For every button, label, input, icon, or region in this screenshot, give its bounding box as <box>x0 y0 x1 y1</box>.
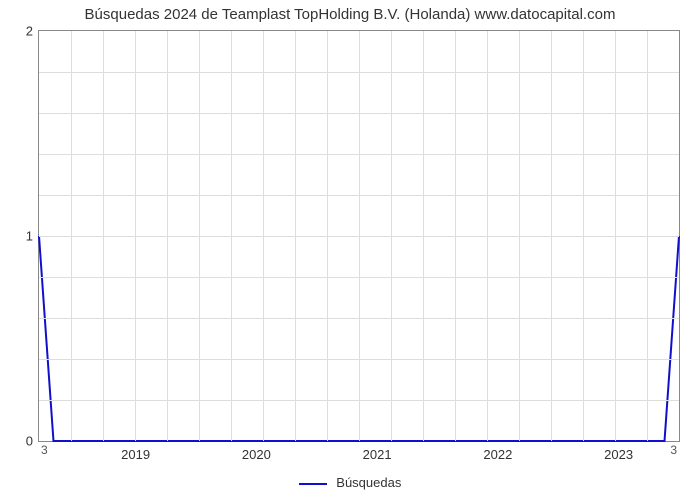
gridline-v <box>295 31 296 441</box>
legend: Búsquedas <box>0 475 700 490</box>
gridline-v <box>583 31 584 441</box>
x-tick-label: 2020 <box>242 441 271 462</box>
chart-title: Búsquedas 2024 de Teamplast TopHolding B… <box>0 6 700 23</box>
gridline-v <box>423 31 424 441</box>
y-tick-label: 0 <box>26 434 39 449</box>
gridline-v <box>487 31 488 441</box>
gridline-v <box>231 31 232 441</box>
gridline-v <box>647 31 648 441</box>
plot-area: 0122019202020212022202333 <box>38 30 680 442</box>
gridline-v <box>103 31 104 441</box>
gridline-v <box>327 31 328 441</box>
gridline-v <box>455 31 456 441</box>
gridline-v <box>615 31 616 441</box>
y-tick-label: 2 <box>26 24 39 39</box>
gridline-v <box>519 31 520 441</box>
chart-container: Búsquedas 2024 de Teamplast TopHolding B… <box>0 0 700 500</box>
gridline-v <box>135 31 136 441</box>
legend-swatch <box>299 483 327 485</box>
gridline-v <box>71 31 72 441</box>
x-tick-label: 2019 <box>121 441 150 462</box>
gridline-v <box>551 31 552 441</box>
gridline-v <box>263 31 264 441</box>
corner-label-left: 3 <box>41 443 48 457</box>
gridline-v <box>391 31 392 441</box>
x-tick-label: 2022 <box>483 441 512 462</box>
gridline-v <box>359 31 360 441</box>
x-tick-label: 2021 <box>363 441 392 462</box>
legend-label: Búsquedas <box>336 475 401 490</box>
gridline-v <box>199 31 200 441</box>
y-tick-label: 1 <box>26 229 39 244</box>
corner-label-right: 3 <box>670 443 677 457</box>
gridline-v <box>167 31 168 441</box>
x-tick-label: 2023 <box>604 441 633 462</box>
